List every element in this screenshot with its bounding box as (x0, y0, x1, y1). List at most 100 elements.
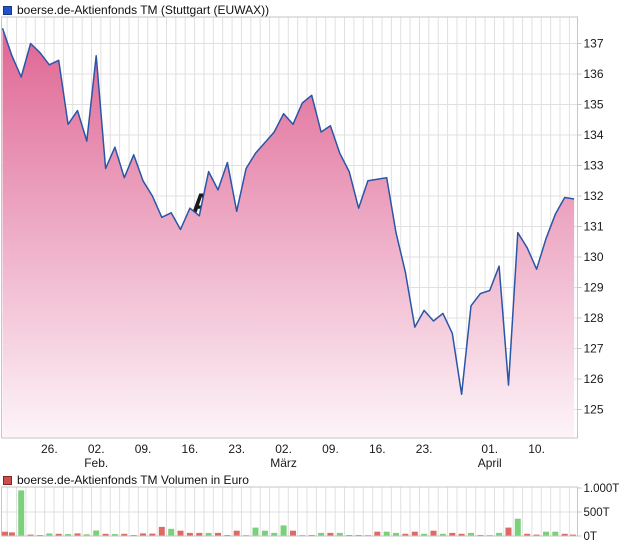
volume-bar-up (514, 518, 521, 536)
y-axis-tick-label: 137 (584, 37, 604, 51)
x-axis-day-label: 23. (228, 442, 245, 456)
volume-chart-header: boerse.de-Aktienfonds TM Volumen in Euro (3, 473, 249, 487)
volume-bar-down (290, 530, 296, 536)
volume-bar-up (168, 528, 175, 536)
volume-bar-down (411, 531, 418, 536)
x-axis-day-label: 09. (322, 442, 339, 456)
volume-bars (2, 490, 576, 536)
x-axis-day-label: 23. (416, 442, 433, 456)
x-axis-month-label: Feb. (84, 456, 108, 470)
volume-bar-up (83, 534, 90, 536)
price-series-swatch-icon (3, 5, 12, 15)
volume-bar-down (177, 530, 184, 536)
y-axis-tick-label: 128 (584, 311, 604, 325)
volume-plot-area[interactable] (2, 487, 578, 536)
price-area-series (2, 28, 575, 439)
x-axis-day-label: 01. (481, 442, 498, 456)
price-chart-group: A (1, 16, 578, 439)
volume-bar-up (336, 532, 343, 536)
volume-bar-down (402, 533, 409, 536)
volume-y-axis-tick-label: 500T (584, 507, 610, 519)
y-axis-tick-label: 125 (584, 403, 604, 417)
y-axis-tick-label: 134 (584, 128, 604, 142)
x-axis-day-label: 02. (275, 442, 292, 456)
volume-gridlines (1, 487, 578, 536)
volume-chart-group (1, 486, 578, 537)
volume-bar-up (65, 534, 72, 536)
x-axis-day-label: 09. (135, 442, 152, 456)
price-chart-title: boerse.de-Aktienfonds TM (Stuttgart (EUW… (17, 3, 270, 17)
volume-bar-down (449, 532, 456, 536)
y-axis-tick-label: 135 (584, 98, 604, 112)
volume-bar-down (570, 534, 576, 536)
volume-bar-up (421, 533, 428, 536)
volume-y-axis-tick-label: 1.000T (584, 483, 620, 495)
volume-bar-up (18, 490, 25, 536)
volume-bar-up (111, 534, 118, 536)
volume-bar-down (533, 534, 540, 536)
volume-bar-up (393, 532, 399, 536)
y-axis-tick-label: 130 (584, 250, 604, 264)
price-chart-header: boerse.de-Aktienfonds TM (Stuttgart (EUW… (3, 3, 269, 17)
volume-y-axis-tick-label: 0T (584, 531, 597, 543)
x-axis-day-label: 26. (41, 442, 58, 456)
x-axis-day-label: 10. (528, 442, 545, 456)
x-axis-month-label: März (270, 456, 297, 470)
volume-bar-down (140, 533, 146, 536)
volume-bar-down (74, 533, 81, 536)
volume-bar-up (280, 525, 287, 536)
volume-bar-down (55, 533, 62, 536)
x-axis-month-label: April (478, 456, 502, 470)
volume-series-swatch-icon (3, 475, 12, 485)
volume-bar-down (121, 533, 128, 536)
volume-chart-title: boerse.de-Aktienfonds TM Volumen in Euro (17, 473, 249, 487)
y-axis-tick-label: 131 (584, 220, 604, 234)
volume-bar-down (233, 530, 240, 536)
volume-bar-down (458, 533, 465, 536)
volume-bar-down (561, 533, 568, 536)
x-axis-day-label: 02. (88, 442, 105, 456)
volume-bar-down (149, 533, 156, 536)
y-axis-tick-label: 132 (584, 189, 604, 203)
volume-bar-up (46, 533, 53, 536)
volume-bar-down (215, 532, 221, 536)
x-axis-day-label: 16. (182, 442, 199, 456)
volume-bar-down (327, 532, 334, 536)
volume-bar-up (261, 530, 268, 536)
y-axis-tick-label: 136 (584, 67, 604, 81)
y-axis-tick-label: 127 (584, 342, 604, 356)
volume-bar-up (496, 532, 503, 536)
volume-bar-down (430, 530, 437, 536)
volume-bar-down (374, 531, 381, 536)
volume-y-axis: 0T 500T 1.000T (577, 483, 620, 543)
price-plot-area[interactable] (2, 17, 578, 438)
volume-bar-down (27, 534, 34, 536)
y-axis-tick-label: 126 (584, 372, 604, 386)
volume-bar-up (439, 533, 446, 536)
volume-bar-down (8, 532, 15, 536)
volume-bar-down (186, 532, 193, 536)
price-plot-border (1, 16, 578, 439)
volume-bar-up (252, 527, 259, 536)
x-axis-day-label: 16. (369, 442, 386, 456)
volume-bar-up (318, 532, 325, 536)
volume-bar-down (158, 526, 165, 536)
price-y-axis: 125 126 127 128 129 130 131 132 133 134 135 136 137 (577, 37, 604, 417)
volume-bar-up (468, 532, 474, 536)
volume-bar-up (552, 531, 559, 536)
volume-bar-up (271, 532, 278, 536)
volume-bar-up (383, 531, 390, 536)
volume-bar-down (102, 533, 109, 536)
volume-bar-up (93, 530, 100, 536)
volume-bar-down (196, 532, 203, 536)
price-line-series (1, 28, 575, 396)
volume-bar-down (505, 527, 512, 536)
volume-bar-up (543, 531, 549, 536)
volume-bar-down (2, 531, 8, 536)
volume-bar-down (524, 533, 531, 536)
y-axis-tick-label: 129 (584, 281, 604, 295)
y-axis-tick-label: 133 (584, 159, 604, 173)
